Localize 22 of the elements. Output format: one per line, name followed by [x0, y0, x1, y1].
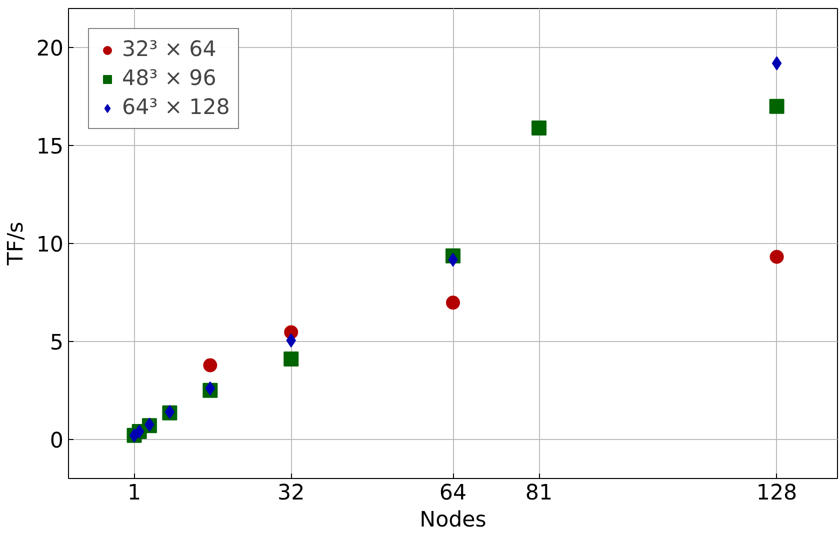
y-tick-label: 10	[36, 232, 64, 258]
x-tick-label: 128	[756, 480, 798, 506]
y-tick-label: 15	[36, 134, 64, 160]
x-tick-label: 32	[278, 480, 305, 506]
point	[446, 296, 460, 310]
point	[770, 250, 784, 264]
legend-label: 64³ × 128	[122, 95, 230, 120]
point	[203, 358, 218, 372]
legend-label: 32³ × 64	[122, 37, 216, 62]
y-tick-label: 5	[50, 330, 64, 356]
x-tick-label: 1	[127, 480, 142, 506]
x-tick-label: 81	[525, 480, 553, 506]
y-axis-title: TF/s	[3, 222, 28, 266]
point	[532, 120, 547, 136]
y-tick-label: 20	[36, 36, 64, 62]
point	[769, 98, 784, 114]
x-axis-title: Nodes	[420, 508, 486, 532]
point	[772, 56, 782, 70]
point	[284, 352, 299, 367]
y-tick-label: 0	[50, 428, 64, 454]
legend-label: 48³ × 96	[122, 66, 216, 91]
x-tick-label: 64	[439, 480, 467, 506]
